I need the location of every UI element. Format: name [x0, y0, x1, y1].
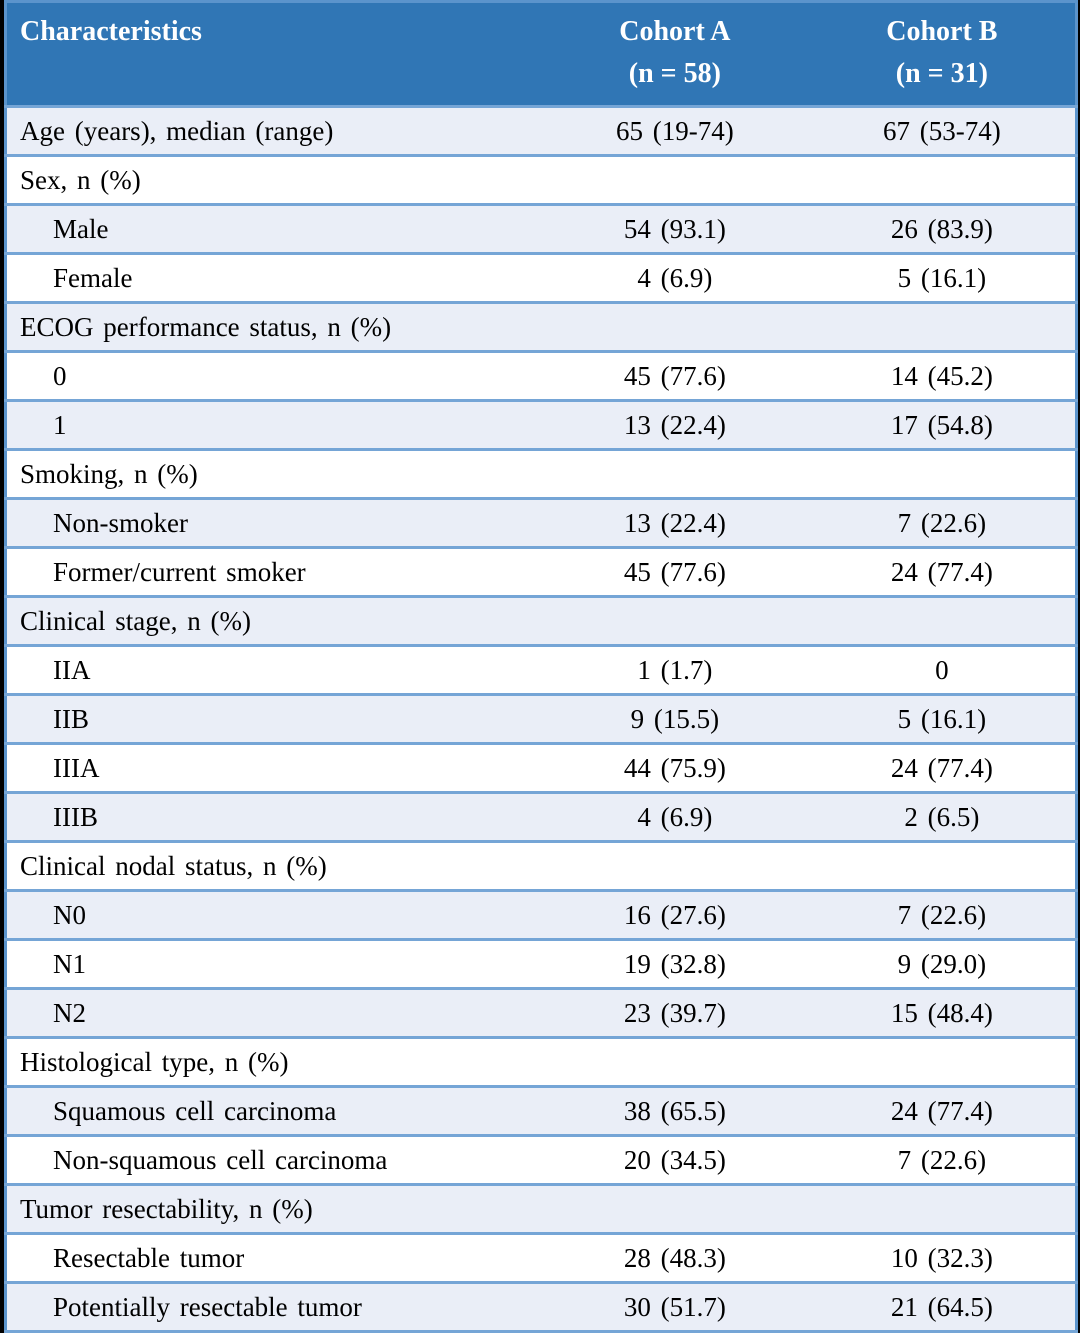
cohort-a-value: 30 (51.7)	[541, 1281, 809, 1333]
cohort-b-value: 15 (48.4)	[808, 987, 1077, 1039]
cohort-a-value: 9 (15.5)	[541, 693, 809, 745]
cohort-a-value: 4 (6.9)	[541, 791, 809, 843]
category-row: Tumor resectability, n (%)	[5, 1183, 1077, 1235]
table-row: Resectable tumor 28 (48.3) 10 (32.3)	[5, 1232, 1077, 1284]
cohort-b-value: 26 (83.9)	[808, 203, 1077, 255]
row-label: 1	[5, 399, 541, 451]
col-header-characteristics: Characteristics	[5, 1, 541, 108]
category-row: Sex, n (%)	[5, 154, 1077, 206]
cohort-b-value: 10 (32.3)	[808, 1232, 1077, 1284]
cohort-a-value: 65 (19-74)	[541, 105, 809, 157]
category-row: Clinical stage, n (%)	[5, 595, 1077, 647]
table-row: Non-squamous cell carcinoma 20 (34.5) 7 (2…	[5, 1134, 1077, 1186]
row-label: ECOG performance status, n (%)	[5, 301, 1077, 353]
cohort-b-value: 0	[808, 644, 1077, 696]
row-label: N2	[5, 987, 541, 1039]
cohort-b-value: 7 (22.6)	[808, 889, 1077, 941]
category-row: Clinical nodal status, n (%)	[5, 840, 1077, 892]
cohort-a-value: 13 (22.4)	[541, 399, 809, 451]
cohort-b-value: 14 (45.2)	[808, 350, 1077, 402]
row-label: Sex, n (%)	[5, 154, 1077, 206]
cohort-a-value: 44 (75.9)	[541, 742, 809, 794]
cohort-b-value: 7 (22.6)	[808, 1134, 1077, 1186]
cohort-b-value: 5 (16.1)	[808, 693, 1077, 745]
cohort-b-value: 2 (6.5)	[808, 791, 1077, 843]
table-row: Male 54 (93.1) 26 (83.9)	[5, 203, 1077, 255]
cohort-a-value: 54 (93.1)	[541, 203, 809, 255]
cohort-a-value: 45 (77.6)	[541, 350, 809, 402]
row-label: IIIA	[5, 742, 541, 794]
category-row: ECOG performance status, n (%)	[5, 301, 1077, 353]
cohort-b-value: 5 (16.1)	[808, 252, 1077, 304]
cohort-a-value: 16 (27.6)	[541, 889, 809, 941]
cohort-b-value: 17 (54.8)	[808, 399, 1077, 451]
table-row: 0 45 (77.6) 14 (45.2)	[5, 350, 1077, 402]
table-row: Non-smoker 13 (22.4) 7 (22.6)	[5, 497, 1077, 549]
row-label: 0	[5, 350, 541, 402]
cohort-a-value: 45 (77.6)	[541, 546, 809, 598]
cohort-b-value: 67 (53-74)	[808, 105, 1077, 157]
row-label: Resectable tumor	[5, 1232, 541, 1284]
row-label: Clinical stage, n (%)	[5, 595, 1077, 647]
row-label: Potentially resectable tumor	[5, 1281, 541, 1333]
table-row: Former/current smoker 45 (77.6) 24 (77.4)	[5, 546, 1077, 598]
table-row: N1 19 (32.8) 9 (29.0)	[5, 938, 1077, 990]
cohort-a-value: 23 (39.7)	[541, 987, 809, 1039]
cohort-a-header-label: Cohort A	[619, 16, 731, 47]
cohort-b-value: 24 (77.4)	[808, 742, 1077, 794]
cohort-a-value: 19 (32.8)	[541, 938, 809, 990]
row-label: Non-squamous cell carcinoma	[5, 1134, 541, 1186]
cohort-b-sample-size: (n = 31)	[895, 58, 988, 89]
characteristics-header-label: Characteristics	[20, 16, 202, 47]
row-label: Smoking, n (%)	[5, 448, 1077, 500]
row-label: Tumor resectability, n (%)	[5, 1183, 1077, 1235]
table-row: IIIB 4 (6.9) 2 (6.5)	[5, 791, 1077, 843]
cohort-b-value: 24 (77.4)	[808, 1085, 1077, 1137]
table-row: IIB 9 (15.5) 5 (16.1)	[5, 693, 1077, 745]
cohort-a-value: 28 (48.3)	[541, 1232, 809, 1284]
row-label: IIA	[5, 644, 541, 696]
row-label: IIIB	[5, 791, 541, 843]
row-label: Age (years), median (range)	[5, 105, 541, 157]
row-label: N1	[5, 938, 541, 990]
table-row: IIA 1 (1.7) 0	[5, 644, 1077, 696]
row-label: Female	[5, 252, 541, 304]
row-label: Former/current smoker	[5, 546, 541, 598]
cohort-b-header-label: Cohort B	[886, 16, 998, 47]
table-row: 1 13 (22.4) 17 (54.8)	[5, 399, 1077, 451]
table-row: Squamous cell carcinoma 38 (65.5) 24 (77.4…	[5, 1085, 1077, 1137]
cohort-a-value: 1 (1.7)	[541, 644, 809, 696]
cohort-b-value: 24 (77.4)	[808, 546, 1077, 598]
patient-characteristics-table: Characteristics Cohort A (n = 58) Cohort…	[4, 0, 1078, 1333]
table-row: Female 4 (6.9) 5 (16.1)	[5, 252, 1077, 304]
header-row: Characteristics Cohort A (n = 58) Cohort…	[5, 1, 1077, 108]
row-label: Histological type, n (%)	[5, 1036, 1077, 1088]
cohort-a-value: 4 (6.9)	[541, 252, 809, 304]
cohort-a-value: 38 (65.5)	[541, 1085, 809, 1137]
cohort-a-value: 13 (22.4)	[541, 497, 809, 549]
cohort-b-value: 7 (22.6)	[808, 497, 1077, 549]
row-label: Squamous cell carcinoma	[5, 1085, 541, 1137]
category-row: Smoking, n (%)	[5, 448, 1077, 500]
col-header-cohort-a: Cohort A (n = 58)	[541, 1, 809, 108]
row-label: Male	[5, 203, 541, 255]
table-frame: Characteristics Cohort A (n = 58) Cohort…	[4, 0, 1078, 1333]
table-row: N2 23 (39.7) 15 (48.4)	[5, 987, 1077, 1039]
table-row: Potentially resectable tumor 30 (51.7) 21 …	[5, 1281, 1077, 1333]
cohort-a-sample-size: (n = 58)	[628, 58, 721, 89]
table-row: IIIA 44 (75.9) 24 (77.4)	[5, 742, 1077, 794]
row-label: Non-smoker	[5, 497, 541, 549]
table-row: N0 16 (27.6) 7 (22.6)	[5, 889, 1077, 941]
col-header-cohort-b: Cohort B (n = 31)	[808, 1, 1077, 108]
category-row: Histological type, n (%)	[5, 1036, 1077, 1088]
cohort-b-value: 9 (29.0)	[808, 938, 1077, 990]
row-label: N0	[5, 889, 541, 941]
cohort-b-value: 21 (64.5)	[808, 1281, 1077, 1333]
table-body: Age (years), median (range) 65 (19-74) 67 …	[5, 105, 1077, 1333]
row-label: IIB	[5, 693, 541, 745]
cohort-a-value: 20 (34.5)	[541, 1134, 809, 1186]
table-row: Age (years), median (range) 65 (19-74) 67 …	[5, 105, 1077, 157]
row-label: Clinical nodal status, n (%)	[5, 840, 1077, 892]
